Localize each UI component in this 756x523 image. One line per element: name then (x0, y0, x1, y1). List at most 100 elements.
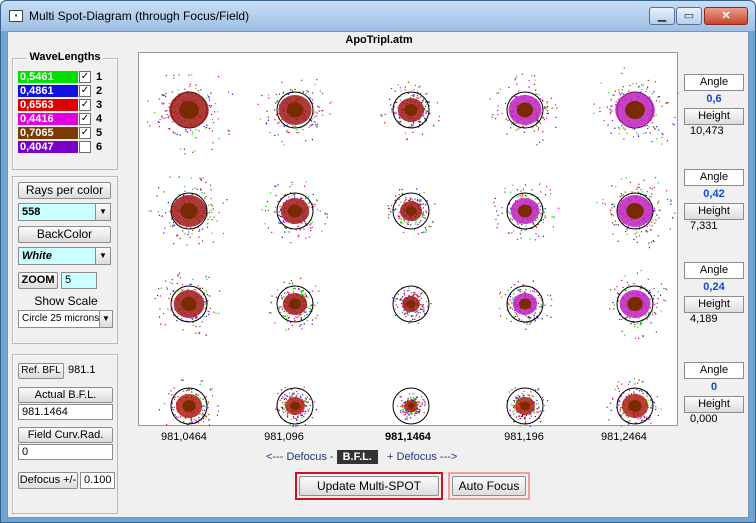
scale-circle (506, 285, 544, 323)
scale-value: Circle 25 microns (22, 313, 100, 324)
angle-label: Angle (684, 362, 744, 379)
spot-center (180, 203, 198, 219)
spot-center (286, 102, 304, 118)
scale-select[interactable]: Circle 25 microns ▼ (18, 310, 113, 328)
column-label: 981,0464 (161, 431, 207, 443)
spot-center (179, 101, 199, 119)
scale-circle (616, 192, 654, 230)
backcolor-button[interactable]: BackColor (18, 226, 111, 243)
maximize-icon[interactable]: ▭ (676, 7, 702, 25)
spot-cell (606, 378, 662, 427)
spot-center (627, 297, 643, 311)
spot-cell (498, 280, 553, 330)
wavelength-row: 0,4047 6 (18, 141, 113, 153)
update-frame: Update Multi-SPOT (295, 472, 443, 500)
spot-center (182, 400, 196, 412)
height-value: 4,189 (690, 313, 718, 325)
app-icon[interactable]: ▪ (9, 10, 23, 22)
spot-cell (269, 277, 320, 331)
scale-circle (392, 91, 430, 129)
scale-circle (170, 387, 208, 425)
wavelength-checkbox[interactable]: ✓ (79, 99, 91, 111)
height-button[interactable]: Height (684, 108, 744, 125)
actual-bfl-field[interactable]: 981.1464 (18, 404, 113, 420)
spot-cell (261, 181, 328, 244)
spot-center (626, 203, 644, 219)
scale-circle (506, 91, 544, 129)
wavelength-number: 1 (96, 71, 103, 83)
defocus-field[interactable]: 0.100 (80, 472, 115, 489)
field-curv-field[interactable]: 0 (18, 444, 113, 460)
column-label: 981,1464 (385, 431, 431, 443)
scale-circle (392, 192, 430, 230)
wavelength-value[interactable]: 0,4416 (18, 113, 78, 125)
wavelength-checkbox[interactable]: ✓ (79, 71, 91, 83)
height-button[interactable]: Height (684, 203, 744, 220)
wavelength-value[interactable]: 0,5461 (18, 71, 78, 83)
zoom-input[interactable]: 5 (61, 272, 97, 289)
close-icon[interactable]: ✕ (704, 7, 748, 25)
rays-per-color-button[interactable]: Rays per color (18, 182, 111, 199)
spot-center (406, 300, 416, 308)
ref-bfl-value: 981.1 (68, 364, 96, 376)
chevron-down-icon[interactable]: ▼ (95, 248, 110, 264)
wavelength-checkbox[interactable]: ✓ (79, 85, 91, 97)
spot-cell (148, 176, 228, 246)
bfl-group: Ref. BFL 981.1 Actual B.F.L. 981.1464 Fi… (12, 354, 118, 514)
show-scale-label: Show Scale (34, 294, 98, 308)
spot-diagram-plot[interactable] (138, 52, 679, 427)
spot-cell (387, 188, 436, 235)
wavelength-value[interactable]: 0,4047 (18, 141, 78, 153)
angle-label: Angle (684, 74, 744, 91)
actual-bfl-button[interactable]: Actual B.F.L. (18, 387, 113, 403)
wavelength-row: 0,4416 ✓ 4 (18, 113, 113, 125)
spot-center (288, 298, 302, 310)
column-label: 981,096 (264, 431, 304, 443)
spot-cell (489, 73, 558, 146)
file-name: ApoTripl.atm (345, 34, 413, 46)
client-area: ApoTripl.atm WaveLengths 0,5461 ✓ 1 0,48… (7, 31, 749, 518)
column-label: 981,2464 (601, 431, 647, 443)
scale-circle (506, 387, 544, 425)
height-button[interactable]: Height (684, 396, 744, 413)
chevron-down-icon[interactable]: ▼ (95, 204, 110, 220)
spot-cell (257, 79, 332, 146)
defocus-right: + Defocus ---> (387, 451, 458, 463)
wavelength-checkbox[interactable] (79, 141, 91, 153)
zoom-button[interactable]: ZOOM (18, 272, 58, 289)
height-button[interactable]: Height (684, 296, 744, 313)
spot-center (407, 403, 415, 409)
wavelength-checkbox[interactable]: ✓ (79, 127, 91, 139)
spot-center (404, 104, 418, 116)
chevron-down-icon[interactable]: ▼ (99, 311, 112, 327)
scale-circle (276, 91, 314, 129)
backcolor-value: White (22, 250, 52, 262)
minimize-icon[interactable]: ▁ (649, 7, 675, 25)
update-multispot-button[interactable]: Update Multi-SPOT (299, 476, 439, 496)
auto-focus-button[interactable]: Auto Focus (452, 476, 526, 496)
spot-cell (158, 379, 219, 426)
ref-bfl-button[interactable]: Ref. BFL (18, 363, 64, 379)
wavelength-checkbox[interactable]: ✓ (79, 113, 91, 125)
autofocus-frame: Auto Focus (448, 472, 530, 500)
bfl-tag: B.F.L. (336, 450, 378, 464)
wavelength-value[interactable]: 0,6563 (18, 99, 78, 111)
spot-cell (596, 177, 676, 249)
scale-circle (276, 387, 314, 425)
window-title: Multi Spot-Diagram (through Focus/Field) (29, 9, 250, 23)
scale-circle (392, 285, 430, 323)
wavelength-value[interactable]: 0,7065 (18, 127, 78, 139)
title-bar: ▪ Multi Spot-Diagram (through Focus/Fiel… (1, 1, 755, 31)
spot-center (290, 401, 300, 411)
scale-circle (392, 387, 430, 425)
backcolor-select[interactable]: White ▼ (18, 247, 111, 265)
wavelength-number: 5 (96, 127, 103, 139)
defocus-button[interactable]: Defocus +/- (18, 472, 78, 489)
wavelength-number: 3 (96, 99, 103, 111)
field-curv-button[interactable]: Field Curv.Rad. (18, 427, 113, 443)
angle-value: 0,42 (703, 188, 725, 200)
wavelength-value[interactable]: 0,4861 (18, 85, 78, 97)
rays-select[interactable]: 558 ▼ (18, 203, 111, 221)
wavelengths-title: WaveLengths (27, 51, 103, 63)
